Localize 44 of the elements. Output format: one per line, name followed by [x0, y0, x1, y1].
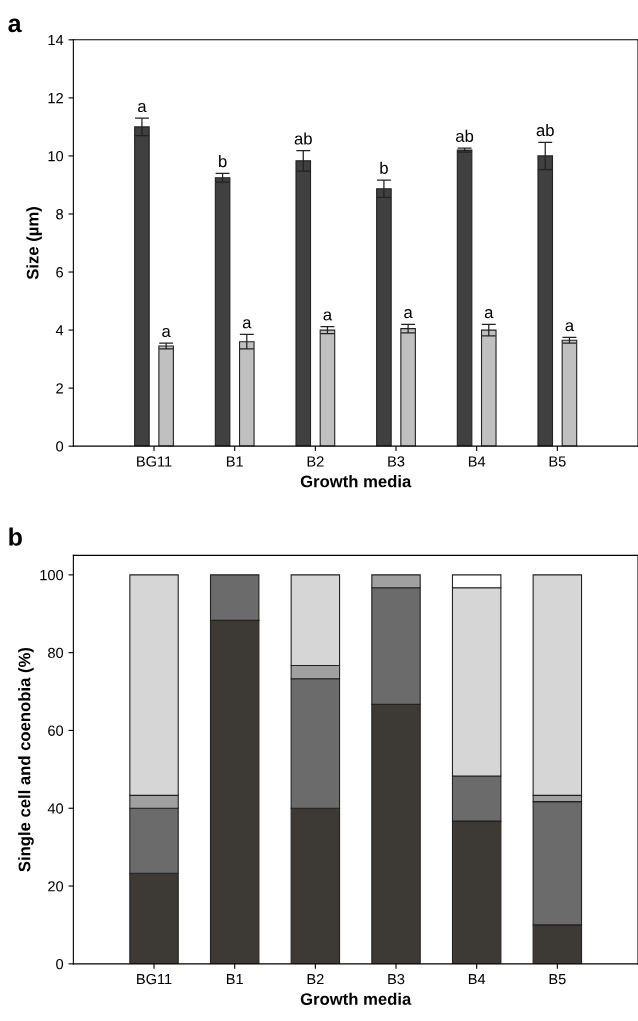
x-tick-label: BG11	[137, 456, 172, 467]
y-tick-label: 0	[56, 958, 64, 970]
x-tick-label: B4	[468, 974, 486, 985]
text: a	[8, 18, 22, 33]
y-axis-title: Single cell and coenobia (%)	[18, 647, 34, 872]
y-tick-label: 10	[48, 151, 64, 162]
data-label: a	[565, 322, 575, 332]
x-tick-label: B2	[307, 973, 324, 985]
y-tick-label: 100	[40, 569, 64, 581]
x-axis-title: Growth media	[300, 992, 412, 1005]
y-tick-label: 2	[56, 383, 63, 394]
y-tick-label: 80	[48, 647, 64, 659]
y-axis-title: Size (µm)	[26, 207, 42, 280]
data-label: a	[138, 102, 147, 113]
x-tick-label: BG11	[137, 973, 172, 985]
y-tick-label: 0	[56, 441, 64, 452]
data-label: b	[219, 155, 227, 168]
data-label: a	[404, 309, 413, 319]
y-tick-label: 40	[47, 803, 64, 814]
x-tick-label: B4	[468, 456, 486, 467]
data-label: ab	[456, 129, 474, 143]
x-tick-label: B5	[549, 974, 566, 985]
data-label: ab	[294, 132, 312, 145]
data-label: a	[323, 311, 333, 321]
y-tick-label: 4	[55, 325, 64, 336]
data-label: a	[484, 309, 494, 319]
y-tick-label: 20	[48, 881, 64, 892]
x-tick-label: B5	[549, 456, 566, 467]
x-tick-label: B3	[388, 973, 405, 985]
data-label: b	[380, 161, 388, 174]
y-tick-label: 14	[48, 35, 64, 46]
y-tick-label: 12	[48, 92, 63, 104]
x-axis-title: Growth media	[300, 475, 412, 488]
y-tick-label: 60	[48, 725, 64, 736]
data-label: ab	[536, 123, 554, 137]
y-tick-label: 8	[56, 209, 64, 220]
data-label: a	[242, 319, 252, 329]
x-tick-label: B1	[226, 974, 243, 985]
x-tick-label: B2	[307, 456, 324, 467]
data-label: a	[162, 327, 171, 338]
text: b	[9, 527, 22, 546]
x-tick-label: B1	[226, 456, 243, 467]
y-tick-label: 6	[56, 267, 64, 278]
x-tick-label: B3	[388, 456, 405, 467]
